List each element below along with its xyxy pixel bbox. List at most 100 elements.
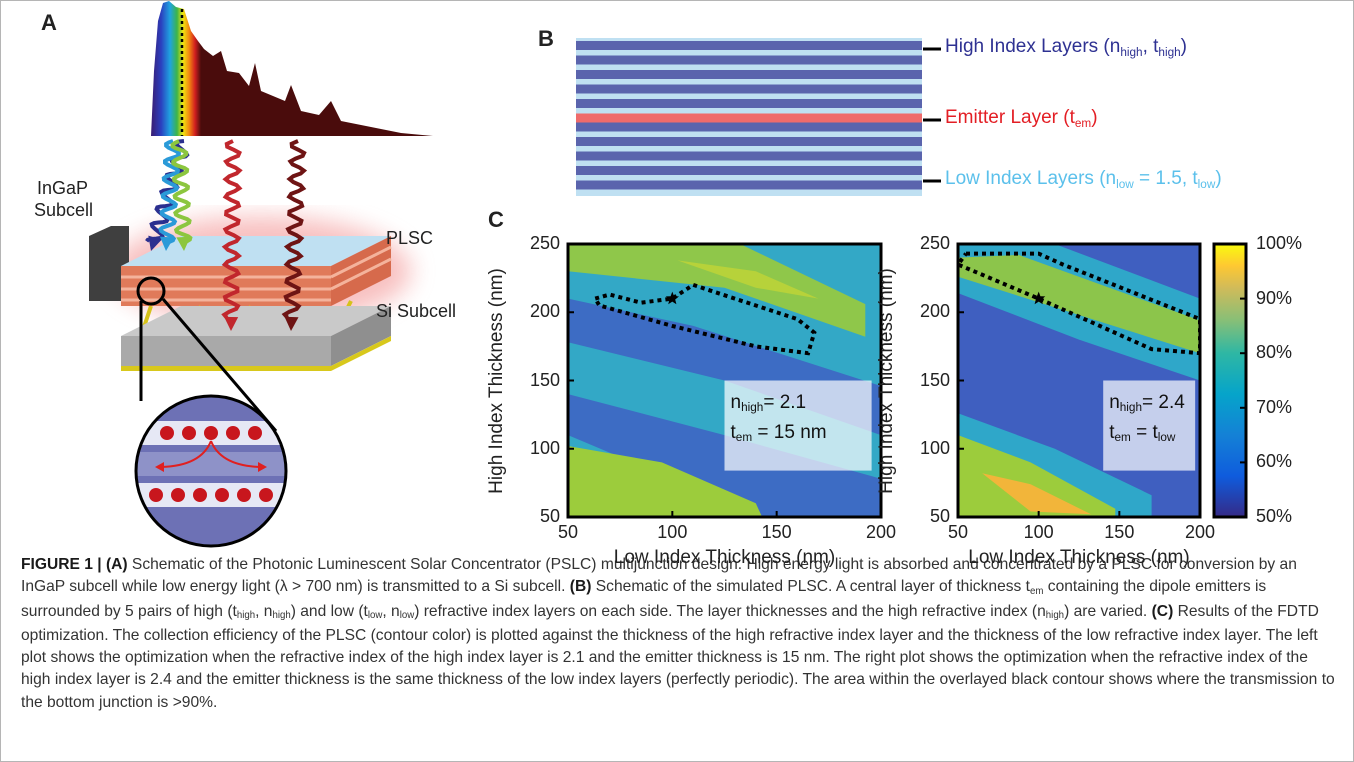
x-tick-label: 200 — [865, 522, 897, 542]
contour-fill — [958, 244, 1200, 517]
text-run: n — [1109, 391, 1120, 413]
y-tick-label: 100 — [529, 437, 560, 458]
high-layer — [576, 84, 922, 94]
x-tick-label: 100 — [657, 522, 688, 542]
high-layer — [576, 99, 922, 108]
caption: FIGURE 1 | (A) Schematic of the Photonic… — [21, 554, 1339, 714]
light-ray-head — [284, 316, 299, 331]
text-run: high — [741, 401, 764, 415]
text-run: Schematic of the Photonic Luminescent So… — [21, 556, 1297, 596]
text-run: High Index Layers (n — [945, 36, 1121, 57]
text-run: ) — [1091, 107, 1098, 128]
optimum-marker — [665, 291, 679, 305]
y-tick-label: 250 — [919, 233, 950, 253]
y-tick-label: 50 — [929, 506, 950, 526]
optimum-marker — [1032, 291, 1046, 305]
transmission-contour — [958, 251, 1200, 356]
text-run: = 15 nm — [752, 421, 827, 443]
text-run: low — [1157, 431, 1176, 445]
text-run: ) refractive index layers on each side. … — [414, 602, 1046, 620]
light-ray-head — [159, 236, 174, 251]
text-run: ) are varied. — [1064, 602, 1152, 620]
colorbar-tick-label: 90% — [1256, 287, 1293, 308]
y-tick-label: 150 — [919, 369, 950, 390]
annotation: tem = tlow — [1109, 421, 1176, 445]
text-run: Emitter Layer (t — [945, 107, 1075, 128]
y-axis-label: High Index Thickness (nm) — [486, 267, 507, 494]
colorbar-tick-label: 60% — [1256, 451, 1293, 472]
layer-label: Emitter Layer (tem) — [945, 107, 1098, 130]
text-run: em — [1114, 431, 1131, 445]
high-layer — [576, 151, 922, 161]
text-run: high — [1119, 401, 1143, 415]
text-run: low — [367, 610, 383, 622]
text-run: em — [735, 431, 753, 445]
text-run: = 2.1 — [763, 391, 807, 413]
high-layer — [576, 70, 922, 79]
panel-label: A — [41, 10, 57, 35]
device — [89, 216, 411, 432]
text-run: FIGURE 1 | (A) — [21, 556, 128, 573]
text-run: = t — [1130, 421, 1158, 443]
contour-level — [568, 446, 763, 517]
annotation-box — [724, 380, 872, 471]
text-run: ) — [1215, 168, 1222, 189]
colorbar-tick-label: 80% — [1256, 342, 1293, 363]
text-run: t — [730, 421, 736, 443]
low-layer — [576, 146, 922, 152]
text-run: ) and low (t — [290, 602, 368, 620]
text-run: t — [1109, 421, 1115, 443]
inset — [136, 396, 286, 546]
text-run: Results of the FDTD optimization. The co… — [21, 602, 1335, 711]
text-run: em — [1074, 116, 1092, 130]
contour-level — [677, 260, 819, 299]
y-axis-label: High Index Thickness (nm) — [876, 267, 897, 494]
text-run: = 2.4 — [1142, 391, 1185, 413]
x-tick-label: 50 — [557, 522, 579, 542]
high-layer — [576, 166, 922, 175]
text-run: (B) — [569, 578, 592, 596]
text-run: ) — [1180, 36, 1187, 57]
colorbar-tick-label: 70% — [1256, 396, 1293, 417]
transmission-contour — [593, 282, 817, 356]
low-layer — [576, 175, 922, 181]
light-ray — [158, 139, 182, 246]
x-tick-label: 50 — [947, 522, 969, 542]
y-tick-label: 200 — [529, 301, 560, 322]
text-run: high — [1120, 45, 1143, 59]
high-layer — [576, 122, 922, 132]
annotation: nhigh= 2.4 — [1109, 391, 1185, 415]
text-run: Low Index Layers (n — [945, 168, 1117, 189]
contour-level — [982, 473, 1092, 515]
light-ray-head — [224, 316, 239, 331]
y-tick-label: 250 — [529, 233, 560, 253]
text-run: high — [1158, 45, 1181, 59]
text-run: high — [236, 610, 256, 622]
low-layer — [576, 108, 922, 114]
low-layer — [576, 160, 922, 166]
high-layer — [576, 180, 922, 190]
ingap-label: Subcell — [34, 200, 94, 220]
spectrum — [151, 1, 433, 136]
x-tick-label: 150 — [1104, 522, 1135, 542]
low-layer — [576, 50, 922, 56]
text-run: containing the dipole emitters is surrou… — [21, 578, 1267, 620]
light-ray — [170, 139, 193, 246]
high-layer — [576, 41, 922, 50]
colorbar-tick-label: 100% — [1256, 233, 1303, 253]
x-tick-label: 200 — [1184, 522, 1216, 542]
annotation: nhigh= 2.1 — [731, 391, 807, 415]
x-axis-label: Low Index Thickness (nm) — [968, 547, 1190, 568]
x-tick-label: 100 — [1023, 522, 1054, 542]
emitter-layer — [576, 113, 922, 123]
y-tick-label: 200 — [919, 301, 950, 322]
contour-level — [958, 435, 1116, 517]
contour-level — [568, 244, 866, 337]
text-run: Schematic of the simulated PLSC. A centr… — [591, 578, 1031, 596]
contour-level — [958, 254, 1200, 354]
panel-label: B — [538, 26, 554, 51]
y-tick-label: 50 — [539, 506, 560, 526]
low-layer — [576, 64, 922, 70]
